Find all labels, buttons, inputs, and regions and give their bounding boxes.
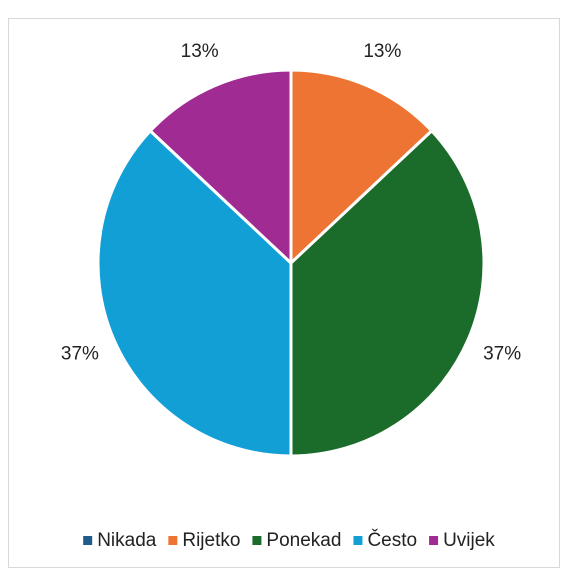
pie-slice	[289, 128, 486, 458]
data-label: 37%	[483, 343, 521, 364]
data-label: 13%	[363, 41, 401, 62]
data-label: 13%	[181, 41, 219, 62]
data-label: 37%	[61, 343, 99, 364]
pie-slice	[289, 68, 434, 267]
legend-label: Uvijek	[443, 530, 495, 551]
legend-label: Često	[367, 529, 417, 551]
pie-slice	[96, 128, 293, 458]
legend-swatch	[353, 536, 363, 545]
legend-label: Rijetko	[182, 530, 240, 551]
legend-label: Ponekad	[266, 530, 341, 551]
legend-label: Nikada	[97, 530, 157, 551]
legend-swatch	[168, 536, 178, 545]
legend-swatch	[429, 536, 439, 545]
legend-swatch	[83, 536, 93, 545]
legend-swatch	[252, 536, 262, 545]
pie-slice	[148, 68, 293, 267]
